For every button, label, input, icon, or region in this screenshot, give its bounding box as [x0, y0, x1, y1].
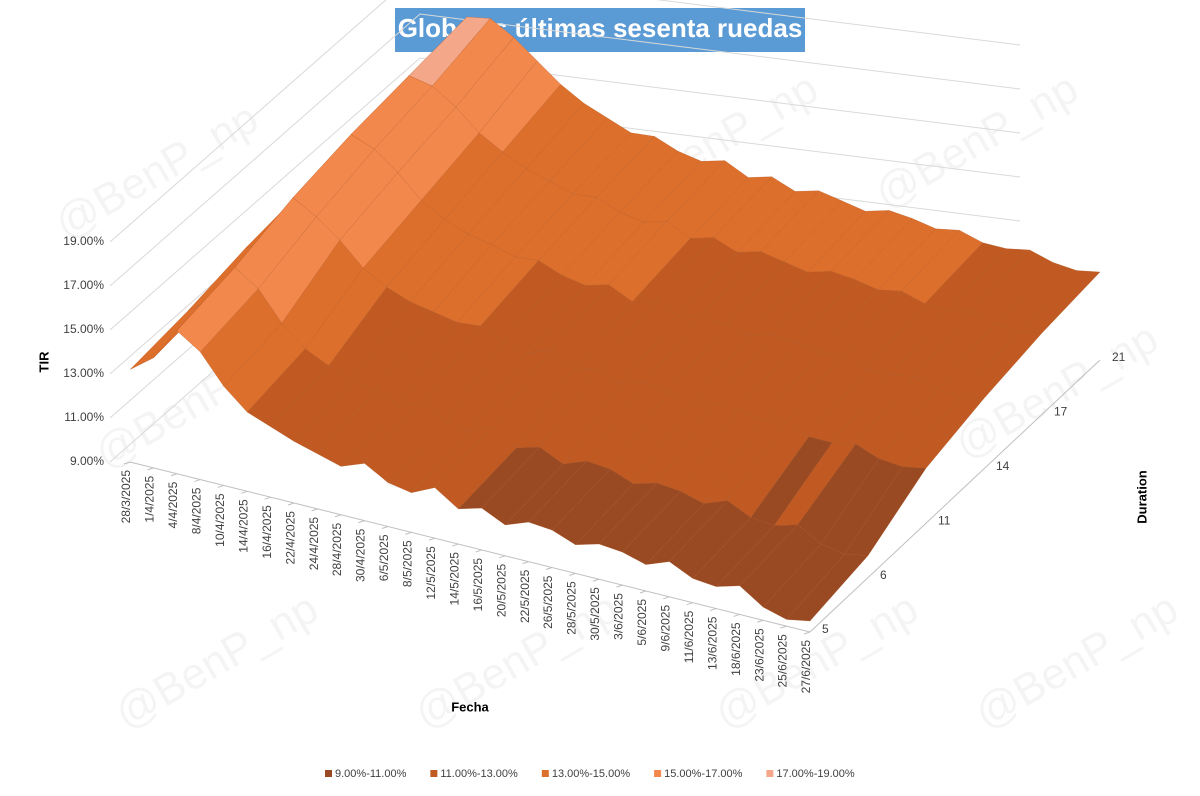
x-tick-label: 26/5/2025 — [541, 575, 555, 629]
x-tick-label: 24/4/2025 — [307, 517, 321, 571]
legend-swatch — [541, 770, 549, 777]
x-tick-label: 8/4/2025 — [190, 487, 204, 534]
z-tick-label: 9.00% — [70, 454, 104, 468]
watermark: @BenP_np — [966, 583, 1186, 738]
x-tick — [428, 537, 435, 541]
grid-line — [109, 13, 1021, 287]
x-tick-label: 22/4/2025 — [283, 511, 297, 565]
x-tick-label: 14/5/2025 — [447, 552, 461, 606]
x-tick — [569, 572, 576, 576]
x-tick-label: 4/4/2025 — [166, 481, 180, 528]
x-tick-label: 3/6/2025 — [612, 593, 626, 640]
x-tick-label: 28/3/2025 — [119, 470, 133, 524]
x-tick — [733, 613, 740, 617]
x-tick — [710, 608, 717, 612]
legend-label: 13.00%-15.00% — [552, 768, 630, 780]
x-tick-label: 28/4/2025 — [330, 522, 344, 576]
grid-line — [109, 57, 1021, 331]
x-tick — [241, 490, 248, 494]
x-tick — [756, 619, 764, 623]
z-tick-label: 15.00% — [63, 322, 104, 336]
watermark: @BenP_np — [866, 63, 1086, 218]
x-tick-label: 16/4/2025 — [260, 505, 274, 559]
x-tick — [780, 625, 787, 629]
x-tick — [194, 479, 201, 483]
y-tick-label: 5 — [822, 622, 829, 636]
x-tick-label: 22/5/2025 — [518, 569, 532, 623]
x-tick-label: 10/4/2025 — [213, 493, 227, 547]
grid-line — [109, 0, 1021, 243]
x-tick-label: 5/6/2025 — [635, 599, 649, 646]
x-tick — [334, 514, 342, 518]
x-tick — [616, 584, 623, 588]
x-tick-label: 30/4/2025 — [354, 528, 368, 582]
x-tick — [545, 567, 553, 570]
x-tick — [381, 526, 389, 529]
x-tick-label: 8/5/2025 — [401, 540, 415, 587]
x-tick-label: 6/5/2025 — [377, 534, 391, 581]
legend-label: 9.00%-11.00% — [335, 768, 407, 780]
watermark: @BenP_np — [46, 93, 266, 248]
x-axis-title: Fecha — [451, 699, 489, 714]
z-tick-label: 19.00% — [63, 234, 104, 248]
z-axis-title: TIR — [36, 351, 51, 373]
legend-label: 15.00%-17.00% — [664, 768, 742, 780]
x-tick — [358, 520, 365, 524]
legend-swatch — [430, 770, 438, 777]
x-axis-line — [129, 461, 811, 633]
x-tick — [217, 484, 224, 488]
x-tick-label: 27/6/2025 — [799, 640, 813, 694]
x-tick-label: 13/6/2025 — [705, 616, 719, 670]
x-tick-label: 12/5/2025 — [424, 546, 438, 600]
x-tick — [686, 602, 693, 606]
y-tick-label: 14 — [996, 459, 1010, 473]
y-tick-label: 21 — [1112, 350, 1126, 364]
x-tick — [311, 508, 318, 512]
x-tick-label: 23/6/2025 — [752, 628, 766, 682]
y-tick-label: 11 — [938, 513, 951, 527]
legend-swatch — [654, 770, 662, 777]
x-tick — [170, 473, 178, 477]
x-tick-label: 28/5/2025 — [565, 581, 579, 635]
x-tick-label: 30/5/2025 — [588, 587, 602, 641]
x-tick — [287, 502, 295, 506]
x-tick-label: 11/6/2025 — [682, 610, 696, 663]
legend-label: 17.00%-19.00% — [776, 768, 854, 780]
x-tick — [663, 596, 670, 600]
x-tick — [522, 561, 529, 565]
x-tick-label: 20/5/2025 — [494, 563, 508, 617]
x-tick — [123, 461, 131, 465]
legend-label: 11.00%-13.00% — [440, 768, 518, 780]
x-tick-label: 9/6/2025 — [658, 605, 672, 652]
z-tick-label: 13.00% — [63, 366, 104, 380]
legend-swatch — [766, 770, 774, 777]
legend-swatch — [325, 770, 332, 777]
y-tick-label: 6 — [880, 568, 887, 582]
x-tick — [499, 555, 506, 559]
surface-patch — [786, 553, 869, 622]
x-tick — [264, 496, 271, 500]
x-tick-label: 14/4/2025 — [236, 499, 250, 553]
x-tick — [475, 549, 482, 553]
y-axis-title: Duration — [1134, 470, 1149, 524]
z-tick-label: 17.00% — [63, 278, 104, 292]
x-tick — [405, 531, 412, 535]
watermark: @BenP_np — [106, 583, 326, 738]
x-tick-label: 1/4/2025 — [143, 476, 157, 523]
x-tick — [452, 543, 459, 547]
x-tick — [147, 467, 154, 471]
y-tick-label: 17 — [1054, 405, 1068, 419]
x-tick — [639, 590, 647, 594]
y-axis-line — [809, 359, 1101, 633]
x-tick-label: 18/6/2025 — [729, 622, 743, 676]
z-tick-label: 11.00% — [64, 410, 104, 424]
x-tick-label: 25/6/2025 — [776, 634, 790, 688]
x-tick — [592, 578, 600, 582]
x-tick-label: 16/5/2025 — [471, 558, 485, 612]
x-tick — [803, 631, 811, 635]
